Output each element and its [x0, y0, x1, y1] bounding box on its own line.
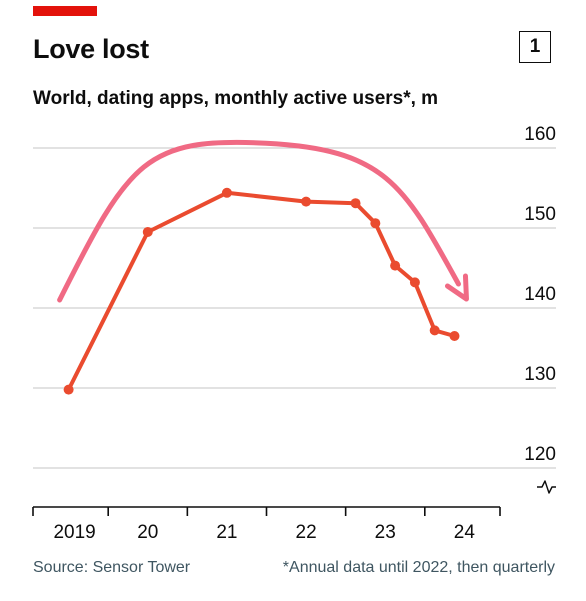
data-point — [350, 198, 361, 209]
x-tick-label: 24 — [454, 522, 476, 543]
y-tick-label: 160 — [524, 124, 556, 145]
data-point — [142, 227, 153, 237]
data-point — [221, 187, 232, 198]
x-tick-label: 22 — [296, 522, 317, 543]
trend-arrow-curve — [57, 139, 461, 303]
x-tick-label: 21 — [216, 522, 237, 543]
axis-break-glyph — [537, 480, 556, 494]
y-axis-labels: 120 130 140 150 160 — [524, 124, 556, 465]
chart-subtitle: World, dating apps, monthly active users… — [33, 88, 439, 109]
axis-break-icon — [537, 480, 556, 494]
x-tick-label: 2019 — [53, 522, 95, 543]
trend-arrow-head — [444, 273, 469, 302]
series-path — [66, 190, 457, 392]
y-tick-label: 120 — [524, 444, 556, 465]
x-axis: 2019 20 21 22 23 24 — [32, 506, 501, 543]
data-point — [390, 260, 401, 271]
chart-number-badge: 1 — [519, 31, 551, 63]
source-note: Source: Sensor Tower — [33, 559, 191, 576]
trend-arrow — [57, 139, 469, 303]
data-point — [301, 196, 312, 207]
chart-title: Love lost — [33, 34, 149, 64]
y-tick-label: 140 — [524, 284, 556, 305]
data-point — [409, 277, 420, 288]
data-point — [429, 325, 440, 336]
gridlines — [33, 147, 556, 469]
x-tick-label: 20 — [137, 522, 158, 543]
data-point — [370, 218, 381, 229]
accent-tab — [33, 6, 97, 16]
y-tick-label: 130 — [524, 364, 556, 385]
footnote: *Annual data until 2022, then quarterly — [282, 559, 555, 576]
x-tick-label: 23 — [375, 522, 396, 543]
y-tick-label: 150 — [524, 204, 556, 225]
series-line — [63, 187, 460, 395]
data-point — [449, 331, 460, 341]
data-point — [63, 384, 74, 395]
